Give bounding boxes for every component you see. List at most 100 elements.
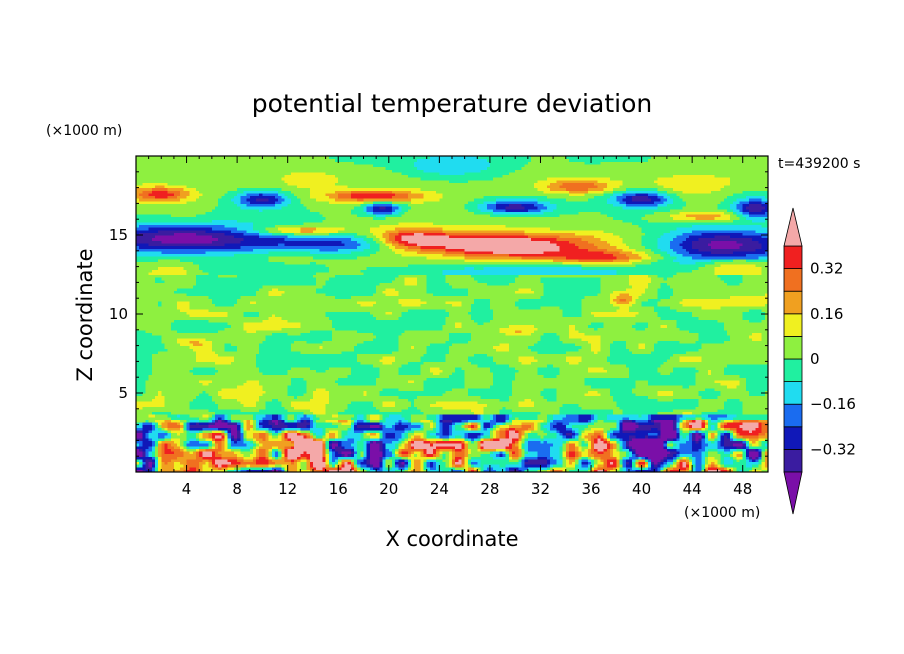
contour-cell — [183, 445, 188, 449]
contour-cell — [448, 450, 453, 455]
contour-cell — [376, 427, 380, 431]
contour-cell — [701, 429, 706, 434]
contour-cell — [733, 440, 737, 444]
contour-cell — [218, 440, 222, 444]
contour-cell — [761, 450, 766, 455]
contour-cell — [331, 450, 336, 455]
contour-cell — [689, 432, 693, 436]
contour-cell — [758, 437, 763, 441]
contour-cell — [461, 443, 466, 447]
contour-cell — [483, 456, 488, 460]
contour-cell — [540, 469, 545, 473]
contour-cell — [600, 469, 605, 473]
contour-cell — [736, 469, 741, 473]
contour-cell — [499, 448, 504, 452]
contour-cell — [442, 466, 447, 470]
contour-cell — [388, 427, 393, 431]
contour-cell — [388, 435, 393, 439]
contour-cell — [606, 448, 611, 452]
contour-cell — [543, 443, 548, 447]
contour-cell — [360, 432, 365, 436]
contour-cell — [423, 445, 428, 449]
contour-cell — [682, 435, 687, 439]
contour-cell — [227, 469, 232, 473]
contour-cell — [584, 469, 589, 473]
contour-cell — [455, 469, 459, 473]
contour-cell — [644, 435, 649, 439]
contour-cell — [249, 437, 254, 441]
contour-cell — [562, 429, 567, 434]
contour-cell — [755, 453, 760, 457]
contour-cell — [249, 443, 254, 447]
contour-cell — [752, 464, 756, 468]
contour-cell — [423, 461, 428, 465]
contour-cell — [600, 435, 605, 439]
contour-cell — [259, 437, 263, 441]
contour-cell — [312, 466, 317, 470]
contour-cell — [673, 435, 677, 439]
contour-cell — [319, 440, 324, 444]
contour-cell — [521, 432, 526, 436]
contour-cell — [470, 450, 475, 455]
contour-cell — [312, 437, 317, 441]
contour-cell — [755, 464, 760, 468]
contour-cell — [221, 466, 226, 470]
contour-cell — [635, 429, 640, 434]
contour-cell — [319, 437, 324, 441]
contour-cell — [726, 466, 731, 470]
contour-cell — [546, 427, 551, 431]
contour-cell — [587, 440, 592, 444]
contour-cell — [309, 440, 314, 444]
contour-cell — [502, 435, 507, 439]
contour-cell — [455, 466, 459, 470]
contour-cell — [663, 461, 668, 465]
contour-cell — [161, 453, 166, 457]
contour-cell — [689, 466, 693, 470]
contour-cell — [524, 429, 529, 434]
contour-cell — [262, 440, 267, 444]
contour-cell — [733, 435, 737, 439]
contour-cell — [136, 458, 140, 463]
contour-cell — [578, 437, 583, 441]
contour-cell — [594, 456, 598, 460]
contour-cell — [701, 432, 706, 436]
contour-cell — [151, 469, 156, 473]
contour-cell — [221, 435, 226, 439]
contour-cell — [167, 448, 172, 452]
contour-cell — [455, 432, 459, 436]
contour-cell — [556, 466, 561, 470]
contour-cell — [357, 450, 361, 455]
contour-cell — [246, 432, 251, 436]
contour-cell — [578, 456, 583, 460]
contour-cell — [483, 464, 488, 468]
contour-cell — [410, 464, 415, 468]
contour-cell — [603, 429, 608, 434]
contour-cell — [275, 435, 279, 439]
contour-cell — [211, 453, 216, 457]
contour-cell — [211, 458, 216, 463]
contour-cell — [502, 464, 507, 468]
contour-cell — [619, 440, 624, 444]
contour-cell — [565, 435, 570, 439]
contour-cell — [527, 469, 532, 473]
contour-cell — [268, 427, 273, 431]
contour-cell — [461, 464, 466, 468]
contour-cell — [717, 453, 722, 457]
contour-cell — [224, 469, 229, 473]
contour-cell — [205, 453, 210, 457]
contour-cell — [622, 464, 627, 468]
contour-cell — [426, 469, 431, 473]
contour-cell — [186, 427, 191, 431]
contour-cell — [230, 453, 235, 457]
contour-cell — [436, 443, 440, 447]
contour-cell — [395, 450, 399, 455]
contour-cell — [205, 435, 210, 439]
contour-cell — [679, 453, 684, 457]
contour-cell — [749, 461, 753, 465]
contour-cell — [139, 453, 143, 457]
contour-cell — [537, 445, 542, 449]
contour-cell — [290, 437, 295, 441]
contour-cell — [461, 448, 466, 452]
contour-cell — [164, 458, 169, 463]
contour-cell — [259, 448, 263, 452]
